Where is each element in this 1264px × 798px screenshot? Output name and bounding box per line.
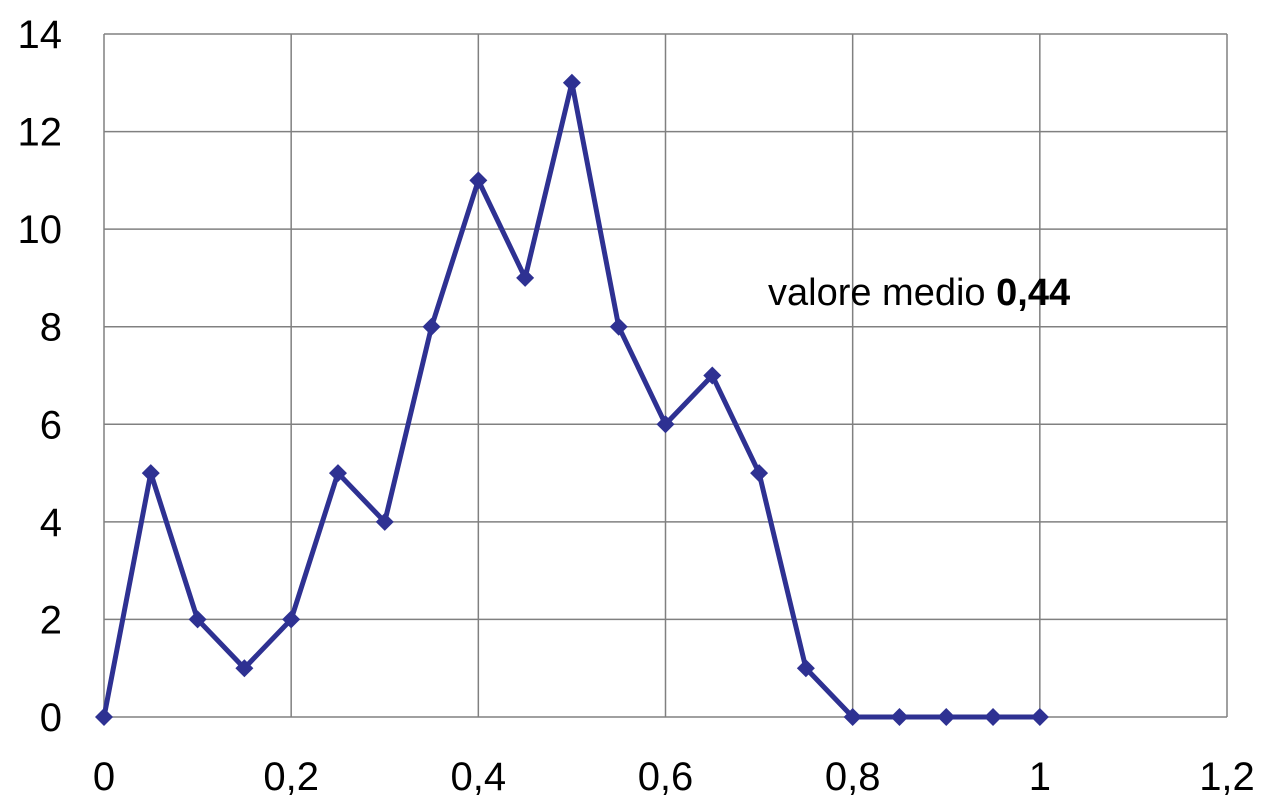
data-point-marker [703, 366, 722, 385]
x-tick-label: 0 [93, 755, 115, 798]
data-point-marker [95, 708, 113, 726]
data-point-marker [890, 708, 909, 726]
y-tick-label: 12 [18, 111, 63, 155]
data-point-marker [422, 317, 441, 336]
x-tick-label: 0,6 [638, 755, 694, 798]
data-point-marker [656, 415, 675, 434]
data-point-marker [516, 268, 535, 287]
data-point-marker [796, 659, 815, 678]
data-point-marker [469, 171, 488, 190]
data-point-marker [562, 73, 581, 92]
x-axis-ticks: 0 0,2 0,4 0,6 0,8 1 1,2 [93, 755, 1255, 798]
data-point-marker [235, 659, 254, 678]
annotation-label: valore medio [768, 272, 996, 314]
data-point-marker [937, 708, 956, 726]
x-tick-label: 0,4 [451, 755, 507, 798]
y-tick-label: 2 [40, 598, 62, 642]
series-group [95, 73, 1049, 726]
annotation-value: 0,44 [996, 272, 1070, 314]
x-tick-label: 1 [1029, 755, 1051, 798]
data-point-marker [282, 610, 301, 629]
data-point-marker [984, 708, 1003, 726]
y-tick-label: 14 [18, 13, 63, 57]
y-tick-label: 4 [40, 501, 62, 545]
y-tick-label: 0 [40, 696, 62, 740]
data-point-marker [141, 464, 160, 483]
y-tick-label: 6 [40, 403, 62, 447]
series-line [101, 80, 1040, 720]
x-tick-label: 0,2 [263, 755, 319, 798]
data-point-marker [188, 610, 207, 629]
y-tick-label: 10 [18, 208, 63, 252]
data-point-marker [609, 317, 628, 336]
annotation: valore medio 0,44 [768, 272, 1070, 314]
data-point-marker [843, 708, 862, 726]
data-point-marker [750, 464, 769, 483]
data-point-marker [375, 512, 394, 531]
grid [103, 33, 1228, 718]
data-point-marker [328, 464, 347, 483]
x-tick-label: 0,8 [825, 755, 881, 798]
x-tick-label: 1,2 [1199, 755, 1255, 798]
data-point-marker [1030, 708, 1049, 726]
y-axis-ticks: 0 2 4 6 8 10 12 14 [18, 13, 63, 740]
y-tick-label: 8 [40, 306, 62, 350]
